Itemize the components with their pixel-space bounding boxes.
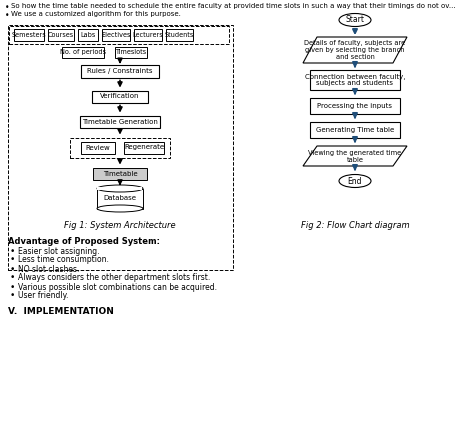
Bar (81, 141, 115, 153)
Text: Review: Review (86, 145, 110, 151)
Text: Labs: Labs (81, 32, 96, 38)
Text: Fig 2: Flow Chart diagram: Fig 2: Flow Chart diagram (301, 220, 410, 230)
Text: We use a customized algorithm for this purpose.: We use a customized algorithm for this p… (11, 11, 181, 17)
Polygon shape (303, 37, 407, 63)
Text: Timetable: Timetable (103, 170, 137, 177)
Text: Always considers the other department slots first.: Always considers the other department sl… (18, 273, 210, 283)
Text: •: • (5, 11, 9, 20)
Text: Easier slot assigning.: Easier slot assigning. (18, 247, 100, 255)
Bar (310, 122, 400, 138)
Ellipse shape (339, 174, 371, 187)
Text: Details of faculty, subjects are
given by selecting the branch
and section: Details of faculty, subjects are given b… (304, 40, 406, 60)
Text: V.  IMPLEMENTATION: V. IMPLEMENTATION (8, 307, 114, 315)
Ellipse shape (97, 185, 143, 192)
Text: So how the time table needed to schedule the entire faculty at provided time slo: So how the time table needed to schedule… (11, 3, 456, 9)
Text: User friendly.: User friendly. (18, 292, 68, 300)
Text: Processing the inputs: Processing the inputs (318, 103, 392, 109)
Bar (124, 141, 164, 153)
Text: Electives: Electives (101, 32, 131, 38)
Bar (97, 188, 143, 208)
Text: End: End (348, 177, 362, 186)
Polygon shape (303, 146, 407, 166)
Bar (80, 116, 160, 127)
Text: Various possible slot combinations can be acquired.: Various possible slot combinations can b… (18, 283, 217, 292)
Text: Advantage of Proposed System:: Advantage of Proposed System: (8, 237, 160, 246)
Bar (62, 46, 104, 57)
Bar (310, 70, 400, 90)
Bar (70, 138, 170, 158)
Text: Less time consumption.: Less time consumption. (18, 255, 109, 265)
Text: •: • (5, 3, 9, 12)
Text: •: • (10, 265, 15, 273)
Ellipse shape (97, 205, 143, 212)
Text: Lecturers: Lecturers (133, 32, 164, 38)
Text: Courses: Courses (48, 32, 74, 38)
Text: Rules / Constraints: Rules / Constraints (87, 68, 153, 74)
Text: •: • (10, 273, 15, 283)
Text: Viewing the generated time
table: Viewing the generated time table (309, 149, 401, 162)
Text: Connection between faculty,
subjects and students: Connection between faculty, subjects and… (305, 74, 405, 86)
Bar (14, 29, 44, 41)
Bar (92, 91, 148, 102)
Text: NO slot clashes.: NO slot clashes. (18, 265, 79, 273)
Bar (98, 187, 143, 190)
Text: Semesters: Semesters (12, 32, 46, 38)
Bar (8, 25, 233, 270)
Text: •: • (10, 247, 15, 255)
Text: Regenerate: Regenerate (124, 145, 164, 151)
Text: No. of periods: No. of periods (60, 49, 106, 55)
Text: Start: Start (346, 15, 365, 25)
Text: Timeslots: Timeslots (116, 49, 146, 55)
Bar (93, 167, 147, 180)
Bar (81, 64, 159, 78)
Ellipse shape (339, 14, 371, 27)
Text: •: • (10, 283, 15, 292)
Bar (48, 29, 74, 41)
Text: Fig 1: System Architecture: Fig 1: System Architecture (64, 220, 176, 230)
Text: Generating Time table: Generating Time table (316, 127, 394, 133)
Bar (134, 29, 162, 41)
Text: •: • (10, 255, 15, 265)
Bar (310, 98, 400, 114)
Bar (102, 29, 130, 41)
Text: Verification: Verification (100, 93, 140, 99)
Text: Database: Database (103, 195, 137, 201)
Bar (115, 46, 147, 57)
Text: Timetable Generation: Timetable Generation (82, 119, 158, 124)
Bar (166, 29, 193, 41)
Bar (78, 29, 98, 41)
Bar (9, 26, 229, 44)
Text: Students: Students (165, 32, 194, 38)
Text: •: • (10, 292, 15, 300)
